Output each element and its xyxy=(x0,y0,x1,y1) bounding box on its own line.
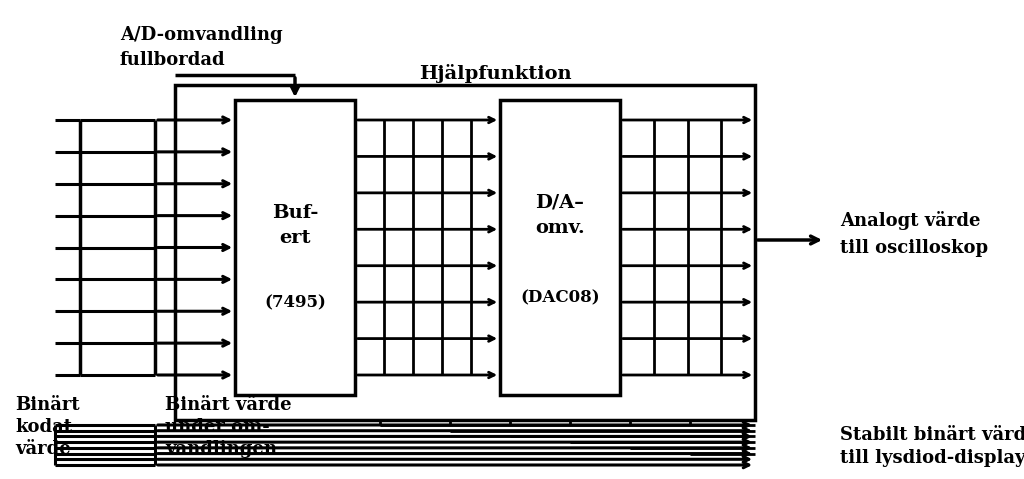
Bar xyxy=(175,85,755,420)
Text: fullbordad: fullbordad xyxy=(120,51,225,69)
Text: till oscilloskop: till oscilloskop xyxy=(840,239,988,257)
Text: ert: ert xyxy=(280,228,310,247)
Text: omv.: omv. xyxy=(536,218,585,237)
Text: kodat: kodat xyxy=(15,418,72,436)
Text: Analogt värde: Analogt värde xyxy=(840,210,981,229)
Bar xyxy=(234,100,355,395)
Text: Binärt värde: Binärt värde xyxy=(165,396,292,414)
Text: till lysdiod-display: till lysdiod-display xyxy=(840,449,1024,467)
Text: Buf-: Buf- xyxy=(271,204,318,221)
Text: vandlingen: vandlingen xyxy=(165,440,278,458)
Text: Hjälpfunktion: Hjälpfunktion xyxy=(419,64,571,82)
Text: D/A–: D/A– xyxy=(536,194,585,212)
Text: A/D-omvandling: A/D-omvandling xyxy=(120,26,283,44)
Text: under om-: under om- xyxy=(165,418,269,436)
Text: (DAC08): (DAC08) xyxy=(520,289,600,306)
Text: (7495): (7495) xyxy=(264,294,326,311)
Text: värde: värde xyxy=(15,440,71,458)
Text: Binärt: Binärt xyxy=(15,396,80,414)
Text: Stabilt binärt värde: Stabilt binärt värde xyxy=(840,426,1024,444)
Bar xyxy=(500,100,620,395)
